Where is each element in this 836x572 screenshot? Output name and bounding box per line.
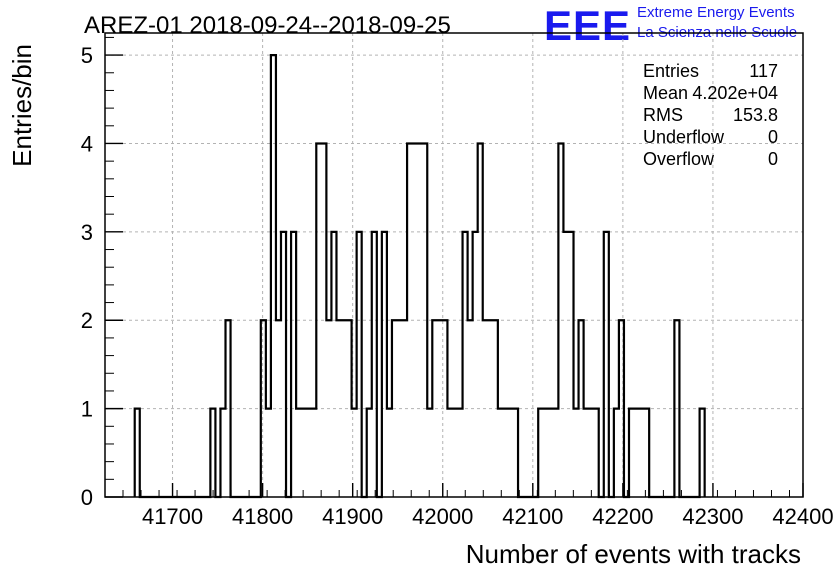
y-tick-label: 1: [81, 397, 93, 422]
stats-entries-value: 117: [749, 61, 778, 81]
chart-title: AREZ-01 2018-09-24--2018-09-25: [84, 12, 451, 39]
stats-rms-label: RMS: [643, 105, 683, 125]
stats-underflow-label: Underflow: [643, 127, 725, 147]
x-tick-label: 42300: [682, 504, 743, 529]
x-tick-label: 41700: [142, 504, 203, 529]
eee-logo-mark: EEE: [544, 2, 631, 49]
y-tick-label: 0: [81, 485, 93, 510]
y-tick-label: 5: [81, 43, 93, 68]
stats-entries-label: Entries: [643, 61, 699, 81]
stats-box: Entries 117 Mean 4.202e+04 RMS 153.8 Und…: [643, 61, 778, 169]
x-tick-labels: 41700 41800 41900 42000 42100 42200 42300 42400: [142, 504, 834, 529]
y-axis-label: Entries/bin: [7, 44, 37, 167]
x-tick-label: 42400: [772, 504, 833, 529]
stats-rms-value: 153.8: [733, 105, 778, 125]
plot-frame: [104, 32, 804, 498]
axis-ticks: [104, 36, 804, 498]
y-tick-labels: 0 1 2 3 4 5: [81, 43, 93, 510]
stats-underflow-value: 0: [768, 127, 778, 147]
y-tick-label: 3: [81, 220, 93, 245]
x-tick-label: 41900: [322, 504, 383, 529]
x-tick-label: 41800: [232, 504, 293, 529]
y-tick-label: 2: [81, 308, 93, 333]
stats-overflow-label: Overflow: [643, 149, 715, 169]
stats-mean-value: 4.202e+04: [692, 83, 778, 103]
stats-mean-label: Mean: [643, 83, 688, 103]
x-tick-label: 42100: [502, 504, 563, 529]
x-tick-label: 42000: [412, 504, 473, 529]
x-tick-label: 42200: [592, 504, 653, 529]
y-tick-label: 4: [81, 131, 93, 156]
stats-overflow-value: 0: [768, 149, 778, 169]
eee-logo-line1: Extreme Energy Events: [637, 4, 795, 21]
x-axis-label: Number of events with tracks: [466, 539, 801, 569]
histogram-line: [133, 54, 706, 499]
eee-logo: EEE Extreme Energy Events La Scienza nel…: [544, 2, 797, 49]
